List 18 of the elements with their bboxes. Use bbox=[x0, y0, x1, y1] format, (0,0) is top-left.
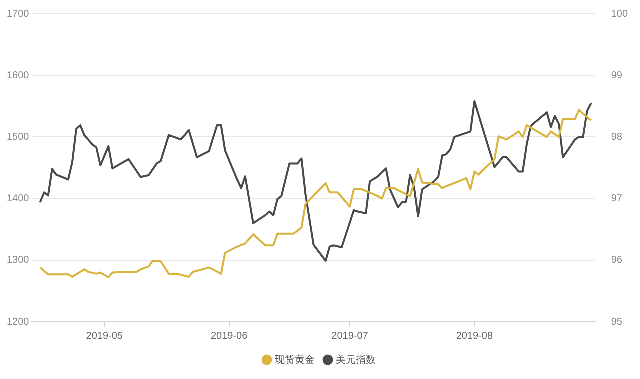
y2-tick-label: 98 bbox=[611, 132, 623, 143]
y2-tick-label: 95 bbox=[611, 316, 623, 328]
x-tick-label: 2019-05 bbox=[86, 330, 124, 342]
y2-tick-label: 99 bbox=[611, 70, 623, 82]
y-tick-label: 1500 bbox=[6, 132, 30, 143]
legend-label: 美元指数 bbox=[336, 354, 376, 366]
y-tick-label: 1200 bbox=[6, 316, 30, 328]
x-tick-label: 2019-08 bbox=[456, 330, 494, 342]
y-tick-label: 1400 bbox=[6, 194, 30, 205]
y2-tick-label: 97 bbox=[611, 194, 623, 205]
x-tick-label: 2019-07 bbox=[332, 330, 369, 342]
y-tick-label: 1300 bbox=[6, 255, 30, 266]
y2-tick-label: 100 bbox=[611, 8, 628, 20]
x-tick-label: 2019-06 bbox=[210, 330, 248, 342]
y-tick-label: 1600 bbox=[6, 70, 30, 82]
y-tick-label: 1700 bbox=[6, 8, 30, 20]
y2-tick-label: 96 bbox=[611, 255, 623, 266]
legend-label: 现货黄金 bbox=[275, 354, 315, 366]
